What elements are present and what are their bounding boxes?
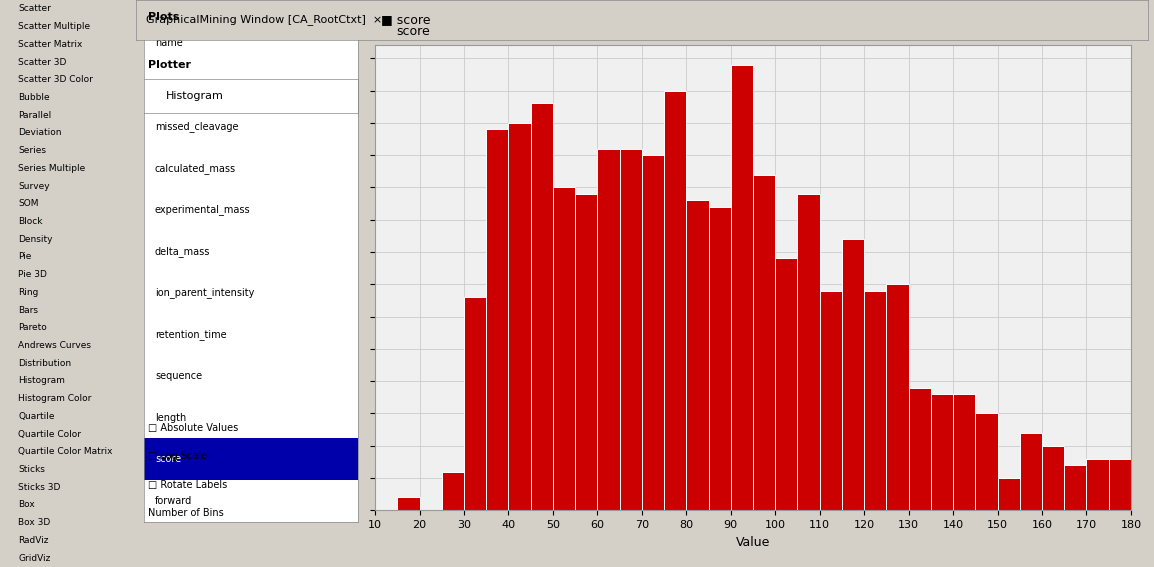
Bar xyxy=(819,291,842,510)
Bar xyxy=(1042,446,1064,510)
Text: Ring: Ring xyxy=(18,288,39,297)
Text: ■ score: ■ score xyxy=(381,12,430,26)
Text: Series: Series xyxy=(18,146,46,155)
Text: Pie 3D: Pie 3D xyxy=(18,270,47,279)
Bar xyxy=(553,188,575,510)
Bar xyxy=(620,149,642,510)
Text: GridViz: GridViz xyxy=(18,553,51,562)
Text: SOM: SOM xyxy=(18,199,39,208)
Bar xyxy=(709,207,730,510)
Bar xyxy=(754,175,775,510)
Text: Scatter 3D Color: Scatter 3D Color xyxy=(18,75,93,84)
Y-axis label: Frequency: Frequency xyxy=(332,246,346,310)
Text: Histogram: Histogram xyxy=(18,376,66,386)
Text: Scatter Multiple: Scatter Multiple xyxy=(18,22,90,31)
Bar xyxy=(997,478,1020,510)
Bar xyxy=(908,388,931,510)
Text: Quartile Color: Quartile Color xyxy=(18,430,82,439)
Text: □ Log Scale: □ Log Scale xyxy=(148,451,207,462)
Bar xyxy=(1020,433,1042,510)
Text: Number of Bins: Number of Bins xyxy=(148,508,224,518)
Text: Quartile Color Matrix: Quartile Color Matrix xyxy=(18,447,113,456)
Text: □ Absolute Values: □ Absolute Values xyxy=(148,423,238,433)
Text: Sticks 3D: Sticks 3D xyxy=(18,483,61,492)
Bar xyxy=(864,291,886,510)
Text: charge: charge xyxy=(155,80,188,90)
Text: score: score xyxy=(396,25,429,37)
Bar xyxy=(642,155,664,510)
Bar xyxy=(730,65,752,510)
Text: experimental_mass: experimental_mass xyxy=(155,204,250,215)
Text: Deviation: Deviation xyxy=(18,128,62,137)
Text: Density: Density xyxy=(18,235,53,244)
Text: Pie: Pie xyxy=(18,252,32,261)
Text: Sticks: Sticks xyxy=(18,465,45,474)
Bar xyxy=(531,104,553,510)
Text: Series Multiple: Series Multiple xyxy=(18,164,85,173)
Bar xyxy=(509,123,531,510)
Text: retention_time: retention_time xyxy=(155,329,226,340)
Text: Scatter Matrix: Scatter Matrix xyxy=(18,40,83,49)
Text: forward: forward xyxy=(155,496,193,506)
Bar xyxy=(953,394,975,510)
Text: Parallel: Parallel xyxy=(18,111,52,120)
Text: sequence: sequence xyxy=(155,371,202,381)
Text: Histogram: Histogram xyxy=(166,91,224,101)
Text: name: name xyxy=(155,39,182,48)
Text: calculated_mass: calculated_mass xyxy=(155,163,237,174)
Text: length: length xyxy=(155,413,186,422)
Text: Andrews Curves: Andrews Curves xyxy=(18,341,91,350)
Text: Pareto: Pareto xyxy=(18,323,47,332)
Bar xyxy=(886,284,908,510)
Text: Bars: Bars xyxy=(18,306,38,315)
Text: Block: Block xyxy=(18,217,43,226)
Text: delta_mass: delta_mass xyxy=(155,246,210,257)
Text: Bubble: Bubble xyxy=(18,93,50,102)
Bar xyxy=(842,239,864,510)
Text: missed_cleavage: missed_cleavage xyxy=(155,121,239,132)
Text: RadViz: RadViz xyxy=(18,536,48,545)
Bar xyxy=(1086,459,1109,510)
Text: Scatter: Scatter xyxy=(18,5,51,14)
Text: score: score xyxy=(155,454,181,464)
Text: Plots: Plots xyxy=(148,12,179,22)
Text: Box: Box xyxy=(18,501,36,510)
Bar xyxy=(775,259,797,510)
Text: ion_parent_intensity: ion_parent_intensity xyxy=(155,287,254,298)
Text: GraphicalMining Window [CA_RootCtxt]  ×: GraphicalMining Window [CA_RootCtxt] × xyxy=(147,14,382,26)
Bar xyxy=(664,91,687,510)
Bar xyxy=(575,194,598,510)
Bar xyxy=(1109,459,1131,510)
Text: Plotter: Plotter xyxy=(148,60,190,70)
Bar xyxy=(442,472,464,510)
X-axis label: Value: Value xyxy=(736,536,770,549)
Bar xyxy=(931,394,953,510)
Bar xyxy=(975,413,997,510)
Text: Histogram Color: Histogram Color xyxy=(18,394,92,403)
Bar xyxy=(464,297,486,510)
Text: Quartile: Quartile xyxy=(18,412,55,421)
Text: Distribution: Distribution xyxy=(18,359,72,368)
Bar xyxy=(797,194,819,510)
Bar xyxy=(144,438,358,480)
Bar xyxy=(687,200,709,510)
Text: Scatter 3D: Scatter 3D xyxy=(18,57,67,66)
Bar xyxy=(1064,465,1086,510)
Text: Box 3D: Box 3D xyxy=(18,518,51,527)
Bar xyxy=(486,129,509,510)
Bar xyxy=(598,149,620,510)
Text: □ Rotate Labels: □ Rotate Labels xyxy=(148,480,227,490)
Text: Survey: Survey xyxy=(18,181,50,191)
Bar xyxy=(397,497,420,510)
